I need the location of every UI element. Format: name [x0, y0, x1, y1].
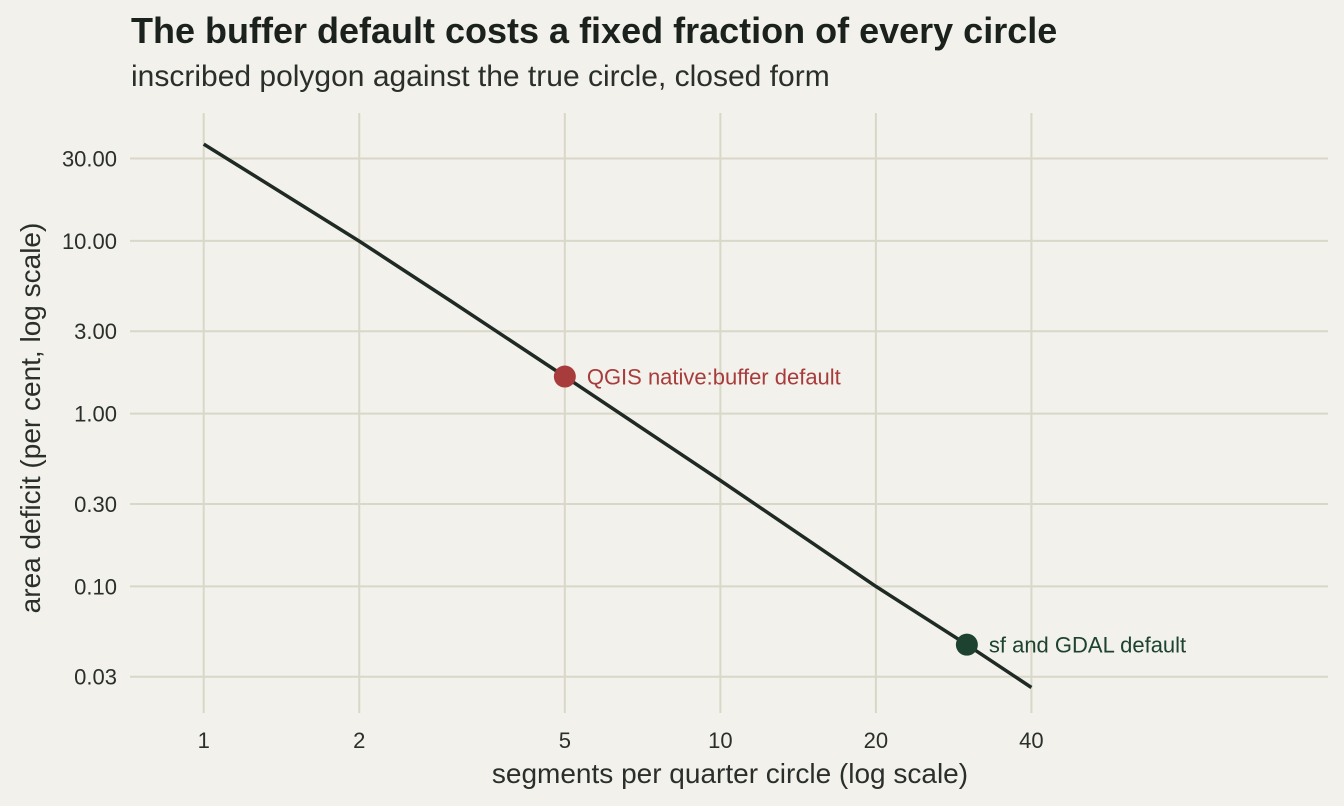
sf-gdal-default-label: sf and GDAL default [989, 633, 1186, 658]
x-tick-label: 5 [559, 728, 571, 753]
x-axis-title: segments per quarter circle (log scale) [492, 758, 968, 789]
annotations: QGIS native:buffer default sf and GDAL de… [553, 365, 1186, 658]
chart-title: The buffer default costs a fixed fractio… [131, 10, 1058, 51]
y-tick-label: 0.30 [74, 492, 117, 517]
x-tick-label: 10 [708, 728, 732, 753]
y-tick-label: 1.00 [74, 402, 117, 427]
series-line [202, 142, 1033, 689]
qgis-default-point [553, 365, 576, 388]
tick-labels: 1 2 5 10 20 40 30.00 10.00 3.00 1.00 0.30 0.10 0.03 [62, 146, 1044, 753]
deficit-line [202, 142, 1033, 689]
y-tick-label: 0.10 [74, 574, 117, 599]
y-axis-title: area deficit (per cent, log scale) [15, 223, 46, 614]
y-tick-label: 3.00 [74, 319, 117, 344]
x-tick-label: 20 [864, 728, 888, 753]
x-tick-label: 1 [198, 728, 210, 753]
qgis-default-label: QGIS native:buffer default [587, 365, 841, 390]
sf-gdal-default-point [955, 633, 978, 656]
y-tick-label: 10.00 [62, 229, 117, 254]
x-tick-label: 2 [353, 728, 365, 753]
gridlines [130, 113, 1328, 713]
chart-subtitle: inscribed polygon against the true circl… [131, 60, 830, 93]
x-tick-label: 40 [1019, 728, 1043, 753]
y-tick-label: 30.00 [62, 146, 117, 171]
y-tick-label: 0.03 [74, 665, 117, 690]
